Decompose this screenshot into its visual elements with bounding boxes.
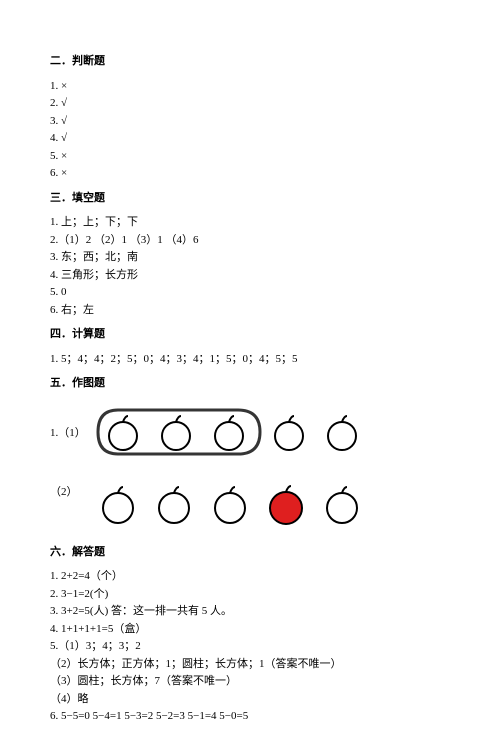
answer-item: 1. 5；4；4；2；5；0；4；3；4；1；5；0；4；5；5 <box>50 351 450 368</box>
drawing-2-label: （2） <box>50 484 88 501</box>
section-3-title: 三．填空题 <box>50 190 450 207</box>
answer-item: 3. 3+2=5(人) 答：这一排一共有 5 人。 <box>50 603 450 620</box>
answer-item: 1. 上；上；下；下 <box>50 214 450 231</box>
section-6-title: 六．解答题 <box>50 544 450 561</box>
answer-item: 4. √ <box>50 130 450 147</box>
answer-item: 6. 5−5=0 5−4=1 5−3=2 5−2=3 5−1=4 5−0=5 <box>50 708 450 725</box>
apples-drawing-2 <box>88 478 368 528</box>
answer-item: 2.（1）2 （2）1 （3）1 （4）6 <box>50 232 450 249</box>
answer-item: （4）略 <box>50 691 450 708</box>
answer-item: 2. √ <box>50 95 450 112</box>
answer-item: 5.（1）3；4；3；2 <box>50 638 450 655</box>
answer-item: 2. 3−1=2(个) <box>50 586 450 603</box>
section-4-answers: 1. 5；4；4；2；5；0；4；3；4；1；5；0；4；5；5 <box>50 351 450 368</box>
answer-item: 1. 2+2=4（个） <box>50 568 450 585</box>
answer-item: 3. √ <box>50 113 450 130</box>
drawing-row-1: 1.（1） <box>50 400 450 468</box>
answer-item: （2）长方体；正方体；1；圆柱；长方体；1（答案不唯一） <box>50 656 450 673</box>
answer-item: 3. 东；西；北；南 <box>50 249 450 266</box>
answer-item: 5. 0 <box>50 284 450 301</box>
answer-item: 4. 三角形；长方形 <box>50 267 450 284</box>
section-5-title: 五．作图题 <box>50 375 450 392</box>
section-2-title: 二．判断题 <box>50 53 450 70</box>
answer-item: 1. × <box>50 78 450 95</box>
drawing-1-label: 1.（1） <box>50 425 88 442</box>
page-content: 二．判断题 1. × 2. √ 3. √ 4. √ 5. × 6. × 三．填空… <box>0 0 500 746</box>
answer-item: 4. 1+1+1+1=5（盒） <box>50 621 450 638</box>
section-3-answers: 1. 上；上；下；下 2.（1）2 （2）1 （3）1 （4）6 3. 东；西；… <box>50 214 450 318</box>
section-6-answers: 1. 2+2=4（个） 2. 3−1=2(个) 3. 3+2=5(人) 答：这一… <box>50 568 450 725</box>
answer-item: 6. 右；左 <box>50 302 450 319</box>
section-2-answers: 1. × 2. √ 3. √ 4. √ 5. × 6. × <box>50 78 450 182</box>
answer-item: 5. × <box>50 148 450 165</box>
drawing-row-2: （2） <box>50 474 450 532</box>
apples-drawing-1 <box>88 404 368 464</box>
answer-item: 6. × <box>50 165 450 182</box>
answer-item: （3）圆柱；长方体；7（答案不唯一） <box>50 673 450 690</box>
section-4-title: 四．计算题 <box>50 326 450 343</box>
